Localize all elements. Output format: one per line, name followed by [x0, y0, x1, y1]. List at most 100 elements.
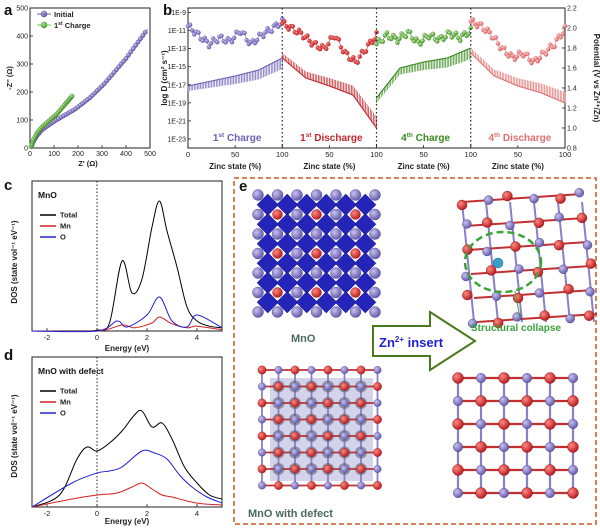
b-logd-point: [466, 31, 471, 37]
b-xtick-label: 50: [514, 150, 522, 159]
a-ytick-label: 500: [16, 6, 28, 13]
o-atom: [274, 399, 283, 407]
mn-atom: [272, 248, 283, 259]
b-logd-point: [474, 24, 480, 30]
b-logd-point: [219, 33, 224, 38]
o-atom: [545, 396, 556, 407]
o-atom: [258, 415, 266, 424]
mn-atom: [340, 415, 349, 424]
defect-isosurface: [355, 446, 367, 459]
panel-d-ylabel: DOS (state vol⁻¹ eV⁻¹): [10, 394, 19, 477]
mn-atom: [510, 241, 521, 252]
o-atom: [291, 382, 299, 391]
b-xtick-label: 100: [276, 150, 289, 159]
defect-isosurface: [272, 446, 285, 459]
o-atom: [324, 481, 332, 490]
o-atom: [369, 247, 381, 260]
b-logd-point: [269, 29, 275, 34]
a-point-0: [130, 46, 136, 51]
mn-atom: [583, 310, 595, 321]
o-atom: [499, 396, 510, 407]
b-logd-point: [273, 21, 279, 26]
b-logd-point: [336, 37, 342, 42]
b-logd-point: [554, 37, 559, 42]
mn-atom: [290, 365, 300, 375]
b-logd-point: [478, 21, 484, 26]
a-xtick-label: 300: [96, 151, 108, 158]
b-logd-point: [208, 41, 214, 46]
mn-atom: [290, 464, 300, 474]
b-segment-label: 1st Discharge: [300, 132, 363, 144]
b-ytick-left-label: 1E-19: [167, 100, 186, 107]
o-atom: [545, 442, 556, 453]
defect-isosurface: [338, 380, 351, 393]
zn-insert-label: Zn2+ insert: [379, 335, 444, 350]
o-atom: [340, 432, 349, 440]
o-atom: [274, 432, 283, 440]
o-atom: [357, 448, 365, 457]
panel-b-ylabel-right: Potential (V vs Zn²⁺/Zn): [592, 34, 600, 123]
o-atom: [369, 286, 381, 299]
b-logd-point: [397, 36, 402, 41]
o-atom: [476, 419, 487, 430]
defect-isosurface: [322, 463, 334, 475]
o-atom: [330, 189, 342, 201]
b-ytick-left-label: 1E-17: [167, 82, 186, 89]
mn-atom: [307, 481, 316, 490]
o-atom: [534, 288, 545, 298]
mn-atom: [257, 398, 267, 408]
mn-atom: [350, 287, 361, 298]
o-atom: [369, 267, 381, 279]
o-atom: [514, 264, 524, 274]
b-logd-point: [430, 31, 436, 37]
panel-a: a 0 100 200 300 400 500 0 100 200 300 400 500 Z' (…: [4, 2, 156, 168]
b-logd-point: [357, 54, 362, 59]
b-logd-point: [537, 55, 543, 61]
defect-isosurface: [272, 430, 285, 442]
b-logd-point: [244, 37, 249, 43]
b-logd-point: [453, 30, 459, 36]
b-logd-point: [229, 39, 235, 45]
bond-v: [557, 201, 571, 323]
b-xtick-label: 100: [370, 150, 383, 159]
defect-isosurface: [289, 446, 301, 459]
collapse-pointer: [514, 290, 521, 319]
b-logd-point: [543, 52, 549, 57]
mn-atom: [553, 239, 565, 251]
defect-isosurface: [289, 397, 301, 409]
dos-xtick-label: 4: [195, 509, 199, 518]
a-point-0: [142, 29, 148, 35]
b-ytick-left-label: 1E-11: [168, 28, 186, 35]
b-ytick-left-label: 1E-15: [167, 64, 186, 71]
mn-atom: [585, 258, 597, 269]
mn-atom: [544, 418, 556, 430]
panel-a-frame: [29, 7, 151, 149]
b-ytick-left-label: 1E-21: [167, 118, 186, 125]
panel-c-ylabel: DOS (state vol⁻¹ eV⁻¹): [10, 220, 19, 303]
dos-xtick-label: 2: [145, 509, 149, 518]
a-ytick-label: 0: [24, 146, 28, 153]
panel-c-xlabel: Energy (eV): [105, 344, 150, 353]
mn-atom: [272, 209, 283, 220]
o-atom: [310, 267, 323, 279]
o-atom: [258, 448, 266, 457]
b-logd-point: [263, 30, 268, 35]
defect-isosurface: [322, 397, 334, 409]
b-logd-point: [395, 40, 400, 45]
panel-d-xlabel: Energy (eV): [105, 517, 150, 526]
dos-legend-label: Mn: [60, 222, 71, 231]
b-logd-point: [290, 23, 295, 29]
o-atom: [534, 237, 545, 248]
mn-atom: [373, 415, 382, 424]
defect-isosurface: [305, 430, 318, 442]
o-atom: [582, 240, 593, 250]
a-point-1: [69, 93, 75, 99]
dos-xtick-label: 4: [195, 333, 199, 342]
mn-atom: [502, 190, 513, 202]
b-logd-point: [252, 40, 258, 46]
o-atom: [349, 189, 362, 201]
mn-atom: [498, 418, 510, 430]
o-atom: [522, 373, 533, 384]
o-atom: [307, 366, 316, 374]
